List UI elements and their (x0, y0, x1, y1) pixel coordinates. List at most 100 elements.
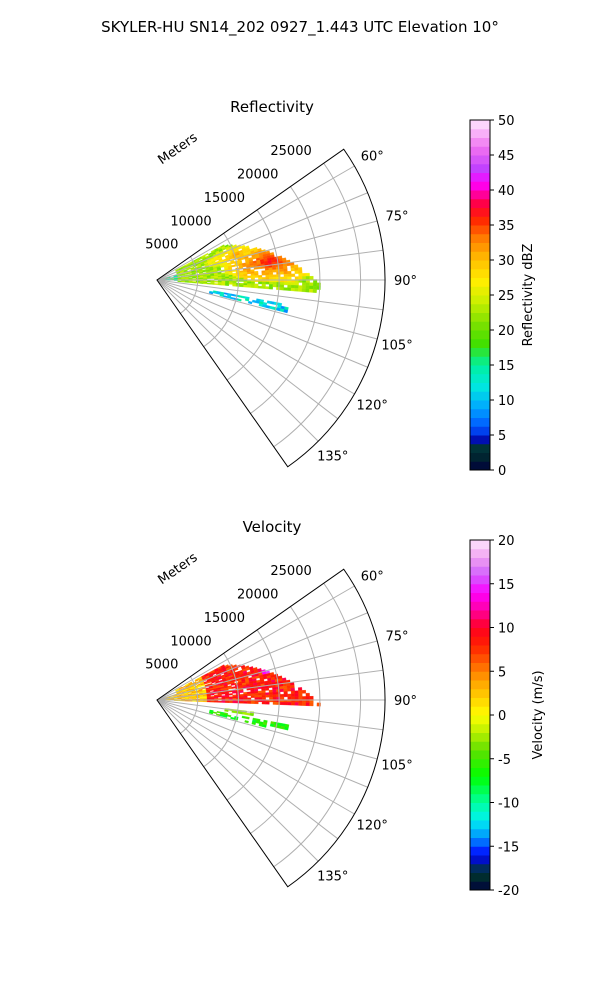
echo-cell (242, 712, 247, 715)
echo-cell (262, 724, 267, 728)
radial-tick-label: 5000 (145, 238, 178, 253)
colorbar-segment (470, 233, 490, 243)
echo-cell (265, 272, 270, 276)
echo-cell (225, 701, 230, 703)
echo-cell (268, 269, 273, 273)
echo-cell (265, 692, 270, 696)
velocity-radial-ticks: 5000 10000 15000 20000 25000 (145, 564, 311, 672)
echo-cell (261, 281, 266, 285)
colorbar-segment (470, 216, 490, 226)
echo-cell (199, 700, 204, 702)
colorbar-segment (470, 855, 490, 865)
echo-cell (309, 282, 314, 287)
echo-cell (294, 285, 299, 289)
echo-cell (239, 274, 244, 277)
echo-cell (261, 283, 266, 287)
echo-cell (261, 270, 266, 274)
echo-cell (206, 280, 211, 283)
echo-cell (276, 284, 281, 288)
colorbar-segment (470, 828, 490, 838)
colorbar-segment (470, 557, 490, 567)
echo-cell (283, 271, 288, 275)
echo-cell (312, 285, 318, 290)
colorbar-tick-label: 15 (498, 578, 515, 593)
echo-cell (287, 270, 292, 275)
radial-tick-label: 25000 (270, 144, 311, 159)
echo-cell (243, 277, 248, 280)
velocity-title: Velocity (243, 518, 302, 536)
echo-cell (261, 692, 266, 696)
echo-cell (269, 277, 274, 280)
echo-cell (181, 700, 186, 702)
colorbar-segment (470, 618, 490, 628)
echo-cell (254, 275, 259, 278)
echo-cell (239, 697, 244, 700)
echo-cell (265, 286, 270, 290)
echo-cell (243, 273, 248, 277)
echo-cell (239, 694, 244, 697)
echo-cell (223, 715, 228, 718)
echo-cell (250, 281, 255, 284)
echo-cell (217, 700, 222, 703)
colorbar-segment (470, 181, 490, 191)
colorbar-segment (470, 312, 490, 322)
echo-cell (254, 693, 259, 696)
colorbar-segment (470, 330, 490, 340)
range-ring (203, 653, 239, 768)
colorbar-tick-label: 35 (498, 219, 515, 234)
echo-cell (210, 693, 215, 696)
echo-cell (294, 288, 299, 292)
echo-cell (272, 281, 277, 285)
echo-cell (254, 283, 259, 287)
echo-cell (243, 284, 248, 288)
colorbar-segment (470, 802, 490, 812)
colorbar-segment (470, 225, 490, 235)
echo-cell (228, 701, 233, 704)
echo-cell (188, 696, 193, 699)
echo-cell (283, 265, 288, 270)
echo-cell (302, 282, 307, 286)
echo-cell (250, 275, 255, 278)
azimuth-gridline (156, 669, 384, 701)
velocity-panel: Velocity Meters 5000 10000 15000 20000 25000… (145, 518, 546, 899)
echo-cell (272, 274, 277, 278)
echo-cell (294, 693, 299, 697)
colorbar-segment (470, 601, 490, 611)
echo-cell (294, 276, 299, 280)
echo-cell (283, 268, 288, 272)
colorbar-segment (470, 400, 490, 410)
echo-cell (287, 282, 292, 286)
echo-cell (272, 276, 277, 280)
azimuth-gridline (156, 585, 355, 701)
echo-cell (188, 281, 193, 284)
echo-cell (258, 695, 263, 698)
echo-cell (261, 694, 266, 698)
azimuth-gridline (156, 699, 384, 731)
echo-cell (250, 695, 255, 698)
echo-cell (309, 288, 314, 293)
echo-cell (270, 301, 275, 305)
echo-cell (239, 690, 244, 693)
echo-cell (247, 300, 253, 305)
angle-tick-label: 105° (381, 758, 412, 773)
echo-cell (177, 698, 182, 700)
echo-cell (298, 285, 303, 289)
colorbar-segment (470, 190, 490, 200)
echo-cell (297, 687, 303, 691)
echo-cell (206, 277, 211, 279)
echo-cell (233, 667, 239, 671)
echo-cell (297, 267, 303, 271)
colorbar-segment (470, 680, 490, 690)
echo-cell (268, 272, 274, 276)
angle-tick-label: 60° (361, 570, 384, 585)
colorbar-segment (470, 295, 490, 305)
colorbar-segment (470, 452, 490, 462)
range-ring (273, 162, 361, 448)
echo-cell (283, 276, 288, 280)
echo-cell (232, 276, 237, 279)
echo-cell (265, 305, 271, 309)
colorbar-tick-label: 30 (498, 254, 515, 269)
echo-cell (264, 687, 270, 691)
echo-cell (243, 697, 248, 700)
echo-cell (250, 285, 255, 288)
